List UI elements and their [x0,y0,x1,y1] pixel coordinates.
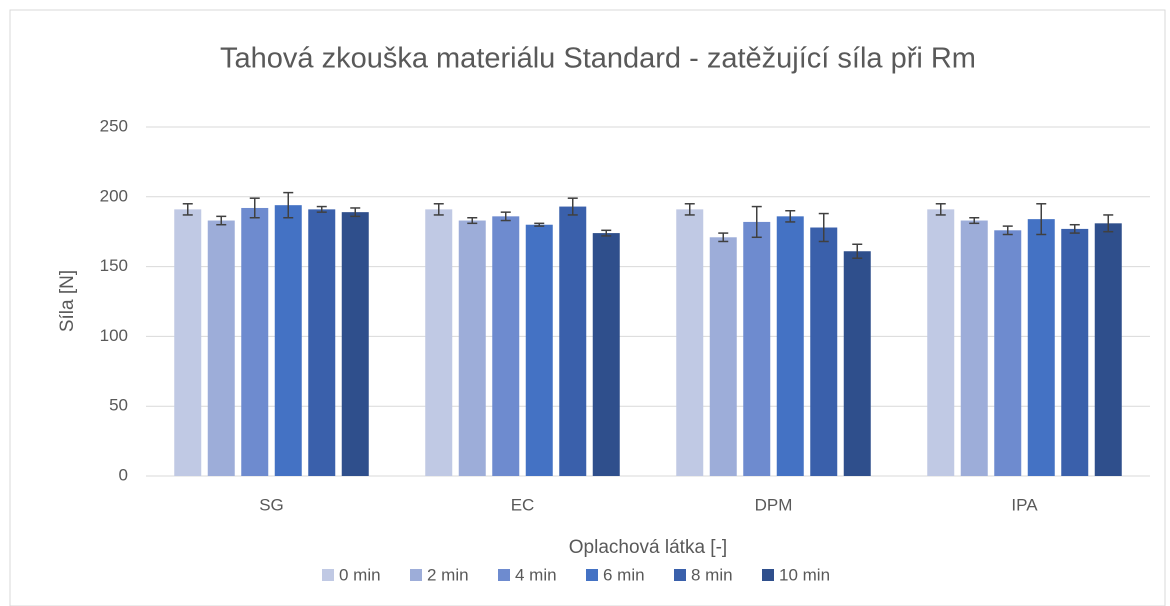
legend-swatch [498,569,510,581]
legend-label: 10 min [779,565,830,584]
y-tick-label: 200 [100,186,128,205]
legend-label: 2 min [427,565,469,584]
x-tick-label: EC [511,495,535,514]
bar [341,212,369,476]
bar [425,209,453,476]
y-tick-label: 50 [109,396,128,415]
y-tick-label: 0 [119,465,128,484]
x-axis-label: Oplachová látka [-] [569,537,727,558]
bar [810,227,838,476]
legend-swatch [586,569,598,581]
bar [1027,219,1055,477]
bar [776,216,804,476]
bar [1094,223,1122,476]
chart-title: Tahová zkouška materiálu Standard - zatě… [220,43,976,75]
bar [960,220,988,476]
bar [927,209,955,476]
bar [592,233,620,476]
legend-swatch [322,569,334,581]
x-tick-label: DPM [755,495,793,514]
legend-swatch [674,569,686,581]
bar [709,237,737,476]
bar [559,206,587,476]
y-tick-label: 100 [100,326,128,345]
bar [743,221,771,476]
y-tick-label: 250 [100,116,128,135]
bar [1061,228,1089,476]
legend-label: 0 min [339,565,381,584]
y-axis-label: Síla [N] [57,270,78,332]
x-tick-label: SG [259,495,284,514]
bar [207,220,235,476]
bar [274,205,302,476]
legend-swatch [762,569,774,581]
bar [174,209,202,476]
bar [308,209,336,476]
bar [994,230,1022,476]
legend-label: 8 min [691,565,733,584]
bar [458,220,486,476]
bar [492,216,520,476]
x-tick-label: IPA [1011,495,1038,514]
bar [241,207,269,476]
legend-label: 4 min [515,565,557,584]
bar [525,224,553,476]
bar [843,251,871,476]
y-tick-label: 150 [100,256,128,275]
bar [676,209,704,476]
legend-label: 6 min [603,565,645,584]
legend-swatch [410,569,422,581]
